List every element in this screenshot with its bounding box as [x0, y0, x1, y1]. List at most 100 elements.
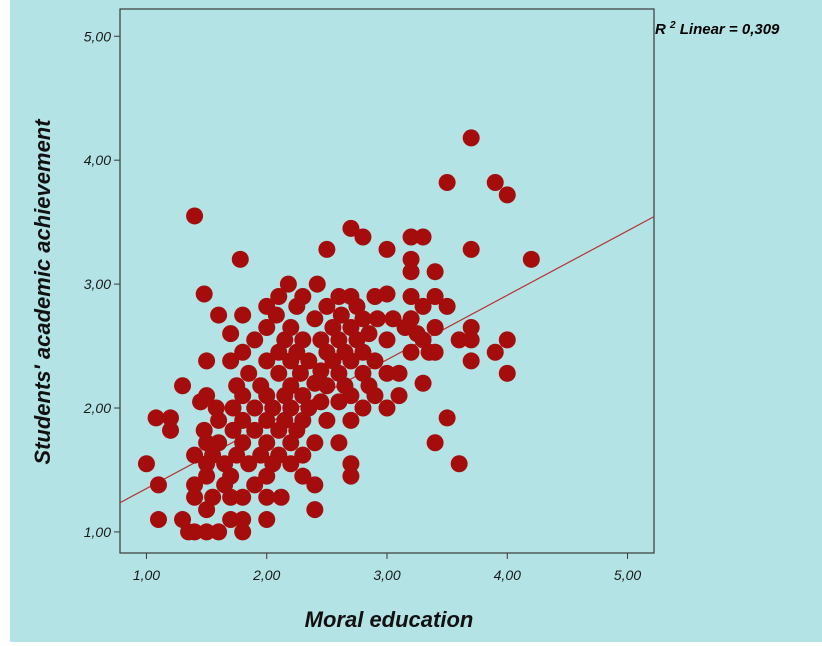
data-point	[312, 362, 330, 380]
data-point	[198, 523, 216, 541]
y-tick-label: 4,00	[84, 152, 111, 168]
data-point	[522, 250, 540, 268]
data-point	[438, 297, 456, 315]
data-point	[300, 352, 318, 370]
data-point	[378, 364, 396, 382]
data-point	[402, 228, 420, 246]
data-point	[222, 325, 240, 343]
data-point	[258, 318, 276, 336]
chart-figure: 1,00 2,00 3,00 4,00 5,00 1,00 2,00 3,00 4,00 5,0…	[10, 0, 822, 642]
data-point	[294, 287, 312, 305]
data-point	[186, 523, 204, 541]
data-point	[498, 364, 516, 382]
data-point	[294, 446, 312, 464]
data-point	[438, 409, 456, 427]
r2-superscript: 2	[669, 20, 676, 31]
data-point	[282, 318, 300, 336]
data-point	[366, 352, 384, 370]
data-point	[149, 476, 167, 494]
data-point	[426, 343, 444, 361]
data-point	[231, 250, 249, 268]
data-point	[279, 275, 297, 293]
x-axis-title: Moral education	[305, 607, 474, 632]
data-point	[462, 129, 480, 147]
data-point	[330, 434, 348, 452]
data-point	[330, 287, 348, 305]
y-axis-title: Students' academic achievement	[30, 118, 55, 465]
data-point	[222, 511, 240, 529]
data-point	[498, 331, 516, 349]
data-point	[318, 297, 336, 315]
data-point	[162, 421, 180, 439]
data-point	[222, 488, 240, 506]
data-point	[174, 377, 192, 395]
data-point	[438, 173, 456, 191]
y-tick-label: 3,00	[84, 276, 111, 292]
data-point	[306, 501, 324, 519]
data-point	[414, 228, 432, 246]
data-point	[426, 263, 444, 281]
data-point	[450, 455, 468, 473]
data-point	[210, 434, 228, 452]
data-point	[462, 240, 480, 258]
data-point	[342, 467, 360, 485]
data-point	[258, 352, 276, 370]
data-point	[210, 306, 228, 324]
r2-symbol: R	[655, 21, 666, 38]
data-point	[354, 399, 372, 417]
data-point	[198, 352, 216, 370]
data-point	[306, 476, 324, 494]
data-point	[312, 393, 330, 411]
data-point	[354, 310, 372, 328]
data-point	[426, 318, 444, 336]
data-point	[204, 488, 222, 506]
data-point	[234, 511, 252, 529]
data-point	[282, 377, 300, 395]
data-point	[234, 411, 252, 429]
data-point	[360, 325, 378, 343]
data-point	[234, 306, 252, 324]
data-point	[426, 434, 444, 452]
data-point	[186, 476, 204, 494]
data-point	[234, 434, 252, 452]
data-point	[222, 352, 240, 370]
data-point	[390, 387, 408, 405]
data-point	[149, 511, 167, 529]
data-point	[234, 488, 252, 506]
x-tick-label: 3,00	[373, 567, 400, 583]
data-point	[354, 343, 372, 361]
data-point	[384, 310, 402, 328]
data-point	[210, 523, 228, 541]
data-point	[270, 364, 288, 382]
data-point	[246, 476, 264, 494]
data-point	[240, 455, 258, 473]
data-point	[162, 409, 180, 427]
data-point	[402, 287, 420, 305]
data-point	[270, 446, 288, 464]
x-axis: 1,00 2,00 3,00 4,00 5,00	[133, 553, 641, 583]
data-point	[486, 343, 504, 361]
data-point	[342, 455, 360, 473]
r2-annotation: R 2 Linear = 0,309	[655, 15, 780, 38]
data-point	[462, 318, 480, 336]
data-point	[318, 377, 336, 395]
data-point	[210, 411, 228, 429]
data-point	[402, 250, 420, 268]
data-point	[186, 446, 204, 464]
data-point	[186, 207, 204, 225]
data-point	[240, 364, 258, 382]
data-point	[498, 186, 516, 204]
data-point	[186, 488, 204, 506]
data-point	[402, 263, 420, 281]
data-point	[318, 411, 336, 429]
data-point	[378, 285, 396, 303]
data-point	[294, 331, 312, 349]
data-point	[306, 434, 324, 452]
y-axis: 1,00 2,00 3,00 4,00 5,00	[83, 28, 120, 540]
data-point	[246, 421, 264, 439]
data-point	[246, 331, 264, 349]
data-point	[306, 310, 324, 328]
data-point	[147, 409, 165, 427]
data-point	[402, 343, 420, 361]
data-point	[234, 523, 252, 541]
